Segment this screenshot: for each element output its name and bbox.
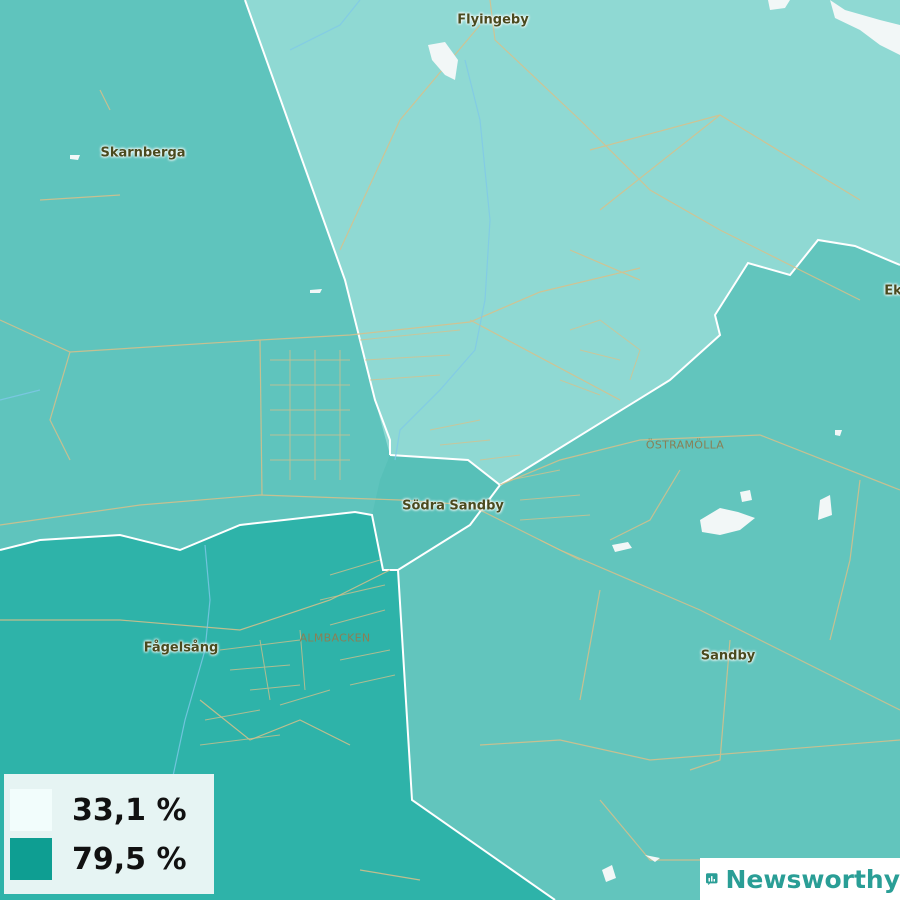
- legend-item-low: 33,1 %: [10, 789, 187, 831]
- lakes: [70, 0, 900, 882]
- label-skarnberga: Skarnberga: [100, 145, 186, 161]
- legend-swatch-low: [10, 789, 52, 831]
- legend-label-high: 79,5 %: [72, 841, 187, 877]
- label-flyingeby: Flyingeby: [457, 12, 529, 28]
- newsworthy-logo[interactable]: Newsworthy: [700, 858, 900, 900]
- brand-name: Newsworthy: [725, 864, 900, 894]
- legend-swatch-high: [10, 838, 52, 880]
- region-center[interactable]: [372, 455, 500, 570]
- label-sodra-sandby: Södra Sandby: [402, 498, 504, 514]
- streets: [199, 319, 641, 746]
- label-ostramolla: ÖSTRAMÖLLA: [645, 438, 725, 452]
- newsworthy-chart-icon: [706, 873, 718, 886]
- roads: [0, 0, 900, 881]
- label-fagelsang: Fågelsång: [143, 640, 219, 656]
- label-almbacken: ALMBACKEN: [299, 631, 371, 645]
- label-ek: Ek: [884, 283, 900, 299]
- label-sandby: Sandby: [700, 648, 756, 664]
- legend-item-high: 79,5 %: [10, 838, 187, 880]
- legend: 33,1 % 79,5 %: [4, 774, 214, 894]
- legend-label-low: 33,1 %: [72, 792, 187, 828]
- region-north[interactable]: [245, 0, 900, 485]
- streams: [0, 0, 491, 791]
- region-east[interactable]: [398, 240, 900, 900]
